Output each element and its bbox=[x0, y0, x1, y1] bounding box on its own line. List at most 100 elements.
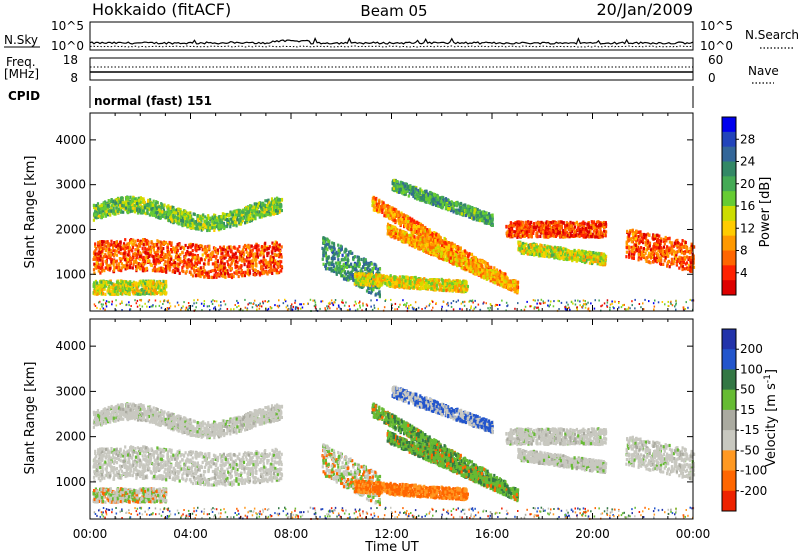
power-cell bbox=[271, 251, 274, 255]
power-cell bbox=[110, 260, 113, 264]
power-cell bbox=[110, 253, 113, 257]
power-cell bbox=[174, 260, 177, 265]
power-cell bbox=[214, 222, 217, 226]
power-cell bbox=[155, 206, 158, 210]
power-cell bbox=[278, 243, 281, 247]
power-cell bbox=[219, 218, 222, 222]
power-cell bbox=[377, 203, 380, 207]
power-cell bbox=[133, 290, 137, 294]
power-cell bbox=[156, 239, 159, 243]
nsky-tick-top: 10^5 bbox=[51, 19, 84, 33]
power-cell bbox=[508, 283, 511, 287]
power-cell bbox=[450, 256, 454, 260]
power-cell bbox=[223, 226, 226, 230]
power-cell bbox=[107, 209, 110, 213]
power-cell bbox=[152, 255, 155, 259]
power-cell bbox=[95, 281, 99, 285]
power-cell bbox=[100, 211, 103, 215]
power-cell bbox=[211, 220, 214, 224]
power-cell bbox=[352, 276, 355, 281]
power-cell bbox=[417, 229, 420, 233]
power-cell bbox=[337, 270, 340, 274]
power-cell bbox=[135, 255, 138, 259]
power-cell bbox=[198, 226, 201, 230]
power-cell bbox=[254, 260, 257, 264]
power-cell bbox=[222, 248, 225, 252]
power-cell bbox=[163, 262, 166, 267]
power-cell bbox=[200, 268, 203, 272]
power-cell bbox=[355, 262, 358, 266]
power-cell bbox=[126, 282, 130, 286]
power-cell bbox=[119, 240, 122, 244]
power-cell bbox=[331, 260, 334, 264]
power-cell bbox=[155, 260, 158, 264]
power-cell bbox=[160, 282, 163, 286]
power-cell bbox=[273, 210, 276, 215]
power-cell bbox=[429, 235, 432, 239]
power-cell bbox=[138, 282, 141, 286]
power-cell bbox=[227, 265, 231, 269]
power-cell bbox=[163, 215, 166, 219]
power-cell bbox=[238, 209, 241, 213]
power-cell bbox=[359, 269, 362, 273]
power-cell bbox=[101, 256, 104, 261]
power-cell bbox=[370, 287, 373, 291]
power-cell bbox=[321, 257, 324, 261]
power-cell bbox=[341, 267, 344, 271]
power-cell bbox=[122, 264, 125, 268]
power-cell bbox=[421, 224, 424, 228]
power-cell bbox=[98, 208, 101, 212]
power-cell bbox=[252, 214, 255, 218]
power-cell bbox=[112, 209, 115, 213]
power-cell bbox=[133, 200, 136, 204]
power-cell bbox=[370, 262, 373, 266]
power-cell bbox=[236, 247, 239, 251]
power-cell bbox=[130, 209, 133, 213]
power-cell bbox=[107, 211, 111, 215]
power-cell bbox=[440, 239, 443, 243]
power-cell bbox=[159, 243, 162, 248]
power-cell bbox=[243, 274, 246, 278]
power-cell bbox=[493, 278, 496, 282]
power-cell bbox=[178, 271, 181, 275]
power-cell bbox=[124, 200, 127, 204]
power-cell bbox=[92, 257, 95, 261]
power-cell bbox=[450, 242, 453, 246]
power-cell bbox=[104, 259, 107, 264]
power-cell bbox=[429, 238, 432, 242]
power-cell bbox=[131, 242, 134, 247]
power-cell bbox=[235, 269, 238, 273]
power-cell bbox=[221, 274, 224, 278]
power-cell bbox=[371, 267, 374, 272]
power-cell bbox=[389, 208, 392, 212]
power-cell bbox=[234, 251, 237, 255]
power-cell bbox=[371, 203, 374, 208]
power-cell bbox=[100, 280, 103, 284]
power-cell bbox=[101, 265, 104, 269]
power-cell bbox=[103, 269, 106, 273]
power-cell bbox=[345, 248, 348, 252]
power-cell bbox=[258, 215, 261, 219]
power-cell bbox=[115, 266, 118, 270]
power-cell bbox=[107, 287, 110, 291]
power-cell bbox=[415, 225, 418, 230]
power-cell bbox=[262, 246, 265, 250]
power-cell bbox=[252, 255, 255, 259]
power-cell bbox=[109, 263, 112, 267]
power-cell bbox=[141, 197, 144, 201]
power-cell bbox=[233, 271, 236, 275]
power-cell bbox=[381, 210, 384, 214]
power-cell bbox=[104, 200, 107, 204]
power-cell bbox=[100, 213, 103, 217]
power-cell bbox=[144, 246, 147, 250]
power-cell bbox=[262, 267, 265, 271]
power-cell bbox=[247, 246, 250, 250]
power-cell bbox=[153, 207, 156, 211]
power-cell bbox=[424, 227, 427, 231]
power-cell bbox=[103, 254, 106, 259]
power-cell bbox=[499, 273, 502, 277]
power-cell bbox=[343, 275, 346, 279]
power-cell bbox=[165, 240, 168, 245]
power-cell bbox=[222, 245, 225, 249]
power-cell bbox=[231, 218, 234, 222]
